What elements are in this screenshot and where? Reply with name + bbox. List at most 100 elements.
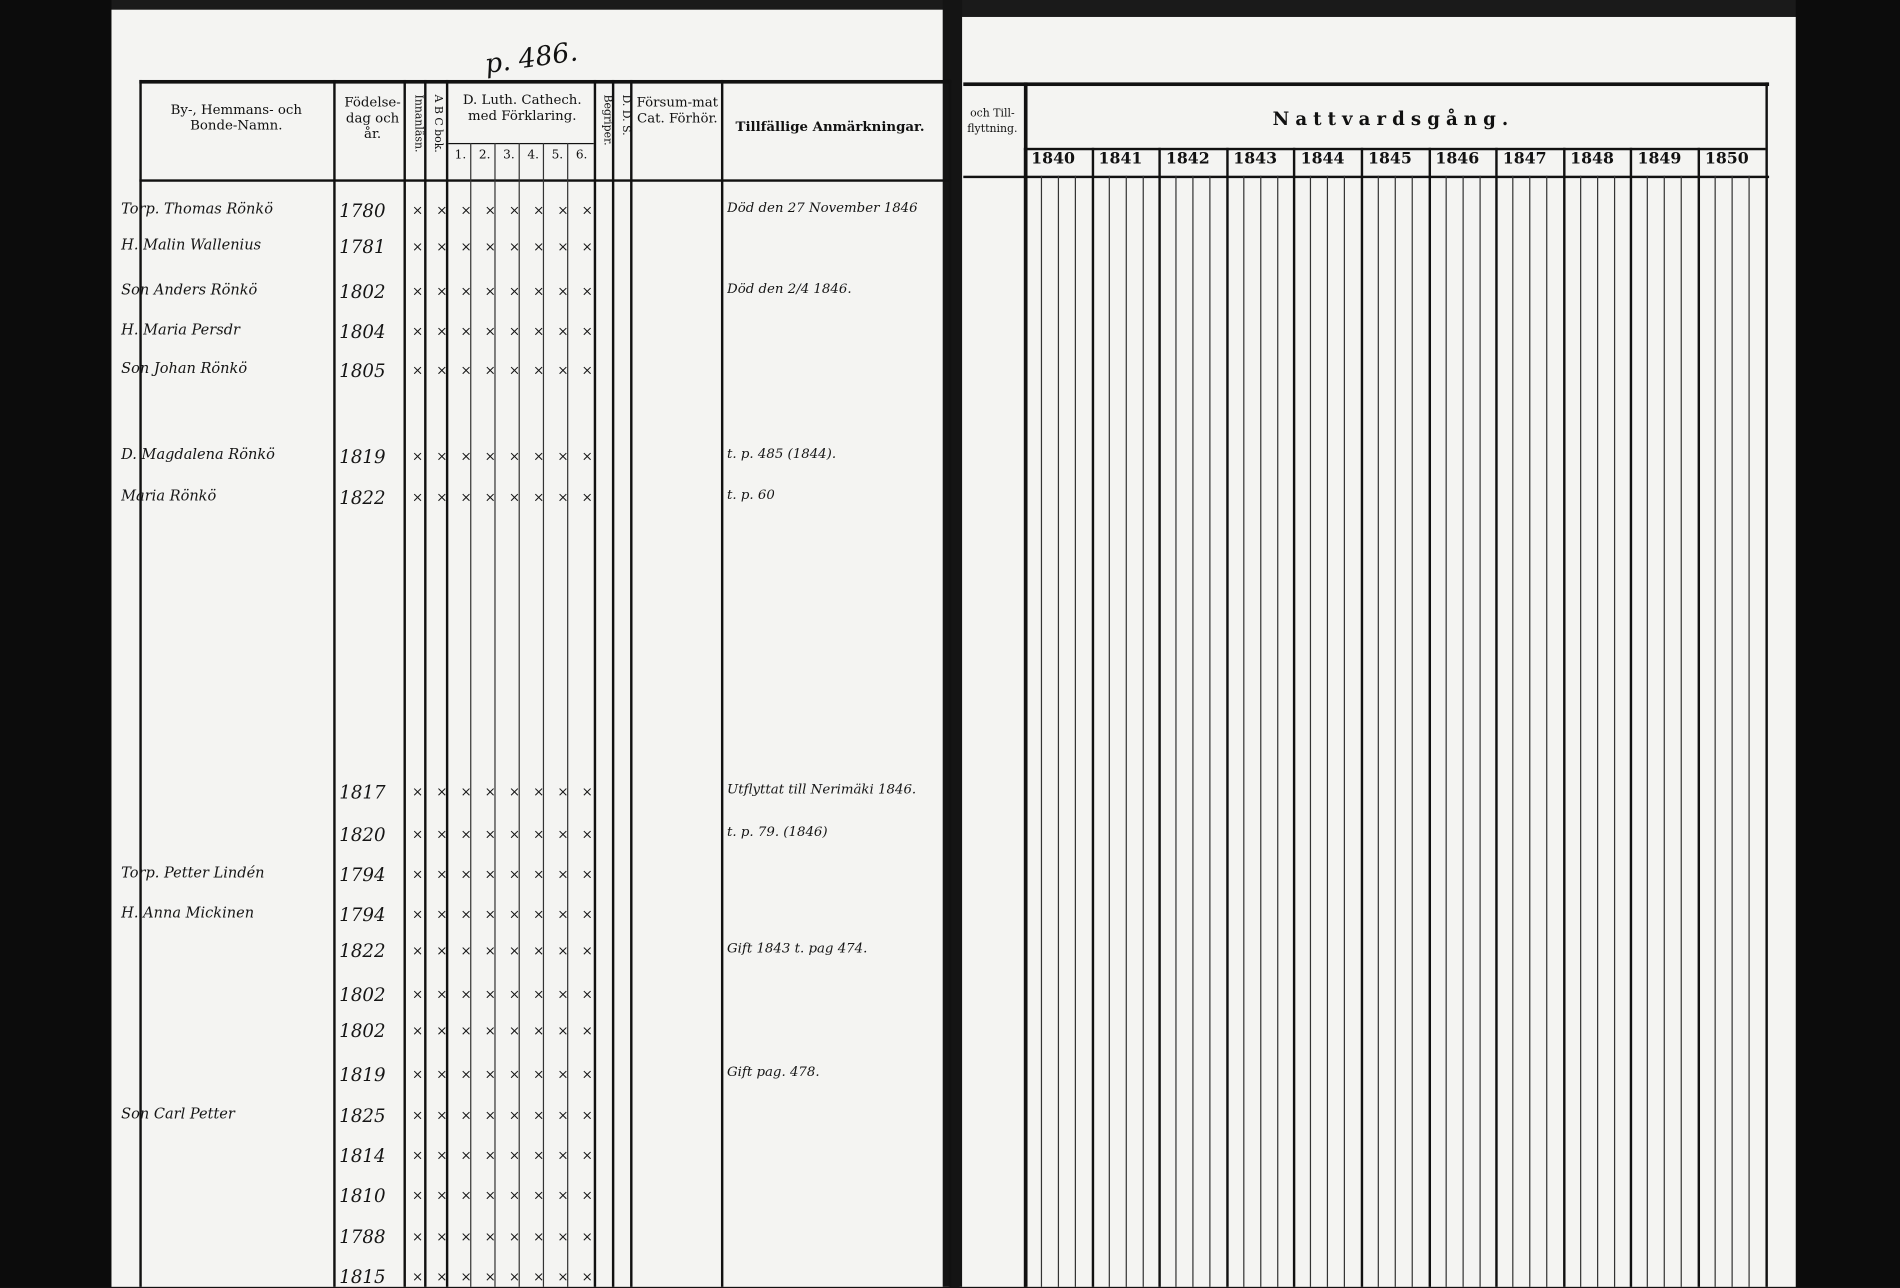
check-mark: × bbox=[557, 1066, 569, 1083]
year-subcolumn-rule bbox=[1681, 175, 1683, 1287]
check-mark: × bbox=[508, 942, 521, 959]
column-rule bbox=[542, 142, 545, 1287]
year-subcolumn-rule bbox=[1142, 175, 1144, 1287]
check-mark: × bbox=[411, 1022, 424, 1039]
check-mark: × bbox=[436, 283, 448, 300]
check-mark: × bbox=[581, 1066, 593, 1083]
check-mark: × bbox=[484, 1268, 496, 1285]
check-mark: × bbox=[557, 202, 569, 219]
check-mark: × bbox=[411, 283, 424, 300]
year-subcolumn-rule bbox=[1074, 175, 1076, 1287]
entry-birth-year: 1788 bbox=[339, 1226, 386, 1249]
check-mark: × bbox=[436, 986, 448, 1003]
column-rule bbox=[494, 142, 496, 1287]
check-mark: × bbox=[533, 986, 545, 1003]
catechism-rule bbox=[448, 142, 594, 145]
catechism-col-label: 6. bbox=[575, 149, 588, 163]
entry-birth-year: 1802 bbox=[339, 281, 386, 303]
check-mark: × bbox=[581, 362, 593, 379]
entry-birth-year: 1810 bbox=[339, 1185, 386, 1207]
header-moving: och Till-flyttning. bbox=[967, 107, 1018, 136]
check-mark: × bbox=[508, 362, 521, 379]
check-mark: × bbox=[581, 283, 593, 300]
year-label: 1848 bbox=[1570, 150, 1614, 169]
year-subcolumn-rule bbox=[1057, 175, 1060, 1287]
check-mark: × bbox=[436, 1107, 448, 1124]
check-mark: × bbox=[484, 783, 496, 800]
check-mark: × bbox=[581, 906, 593, 923]
year-subcolumn-rule bbox=[1596, 175, 1598, 1287]
entry-birth-year: 1802 bbox=[339, 1020, 386, 1043]
check-mark: × bbox=[484, 323, 496, 340]
check-mark: × bbox=[460, 1147, 472, 1164]
check-mark: × bbox=[508, 238, 521, 255]
year-subcolumn-rule bbox=[1259, 175, 1262, 1287]
year-label: 1845 bbox=[1368, 150, 1412, 169]
check-mark: × bbox=[460, 238, 472, 255]
check-mark: × bbox=[484, 1147, 496, 1164]
header-catechism: D. Luth. Cathech. med Förklaring. bbox=[462, 92, 582, 124]
year-subcolumn-rule bbox=[1546, 175, 1548, 1287]
check-mark: × bbox=[533, 489, 545, 506]
left-page bbox=[111, 9, 950, 1287]
year-subcolumn-rule bbox=[1714, 175, 1716, 1287]
check-mark: × bbox=[581, 238, 593, 255]
check-mark: × bbox=[436, 238, 448, 255]
entry-name: Son Johan Rönkö bbox=[121, 359, 248, 377]
entry-name: D. Magdalena Rönkö bbox=[121, 445, 275, 463]
check-mark: × bbox=[581, 489, 593, 506]
check-mark: × bbox=[436, 362, 448, 379]
check-mark: × bbox=[581, 202, 593, 219]
check-mark: × bbox=[581, 323, 593, 340]
column-rule bbox=[948, 79, 952, 1287]
entry-remark: Död den 2/4 1846. bbox=[727, 281, 852, 297]
check-mark: × bbox=[557, 986, 569, 1003]
check-mark: × bbox=[460, 448, 472, 465]
check-mark: × bbox=[484, 1022, 496, 1039]
entry-remark: t. p. 60 bbox=[727, 487, 775, 503]
check-mark: × bbox=[411, 1107, 424, 1124]
entry-birth-year: 1815 bbox=[339, 1266, 386, 1288]
check-mark: × bbox=[411, 362, 424, 379]
check-mark: × bbox=[581, 1022, 593, 1039]
check-mark: × bbox=[557, 1268, 569, 1285]
entry-name: Son Carl Petter bbox=[121, 1105, 235, 1123]
check-mark: × bbox=[436, 866, 448, 883]
check-mark: × bbox=[533, 448, 545, 465]
year-label: 1841 bbox=[1098, 150, 1143, 169]
check-mark: × bbox=[484, 1066, 496, 1083]
year-subcolumn-rule bbox=[1040, 175, 1043, 1287]
check-mark: × bbox=[533, 283, 545, 300]
column-rule bbox=[470, 142, 472, 1287]
check-mark: × bbox=[533, 1107, 545, 1124]
check-mark: × bbox=[411, 783, 424, 800]
check-mark: × bbox=[436, 202, 448, 219]
check-mark: × bbox=[557, 323, 569, 340]
check-mark: × bbox=[557, 783, 569, 800]
check-mark: × bbox=[460, 1268, 472, 1285]
top-rule-left bbox=[139, 79, 952, 84]
check-mark: × bbox=[484, 1107, 496, 1124]
check-mark: × bbox=[436, 1022, 448, 1039]
check-mark: × bbox=[460, 986, 472, 1003]
check-mark: × bbox=[460, 906, 472, 923]
catechism-col-label: 3. bbox=[503, 149, 515, 163]
check-mark: × bbox=[508, 986, 521, 1003]
check-mark: × bbox=[508, 1187, 521, 1204]
check-mark: × bbox=[508, 1147, 521, 1164]
check-mark: × bbox=[581, 1228, 593, 1245]
check-mark: × bbox=[508, 866, 521, 883]
check-mark: × bbox=[411, 866, 424, 883]
entry-birth-year: 1825 bbox=[339, 1105, 386, 1127]
check-mark: × bbox=[460, 1066, 472, 1083]
year-column-rule bbox=[1630, 147, 1633, 1287]
year-column-rule bbox=[1091, 147, 1094, 1287]
year-label: 1850 bbox=[1704, 150, 1749, 169]
catechism-col-label: 4. bbox=[527, 149, 539, 163]
top-rule-right bbox=[963, 82, 1770, 87]
check-mark: × bbox=[460, 202, 472, 219]
column-rule bbox=[720, 79, 724, 1287]
check-mark: × bbox=[411, 1066, 424, 1083]
year-subcolumn-rule bbox=[1377, 175, 1379, 1287]
